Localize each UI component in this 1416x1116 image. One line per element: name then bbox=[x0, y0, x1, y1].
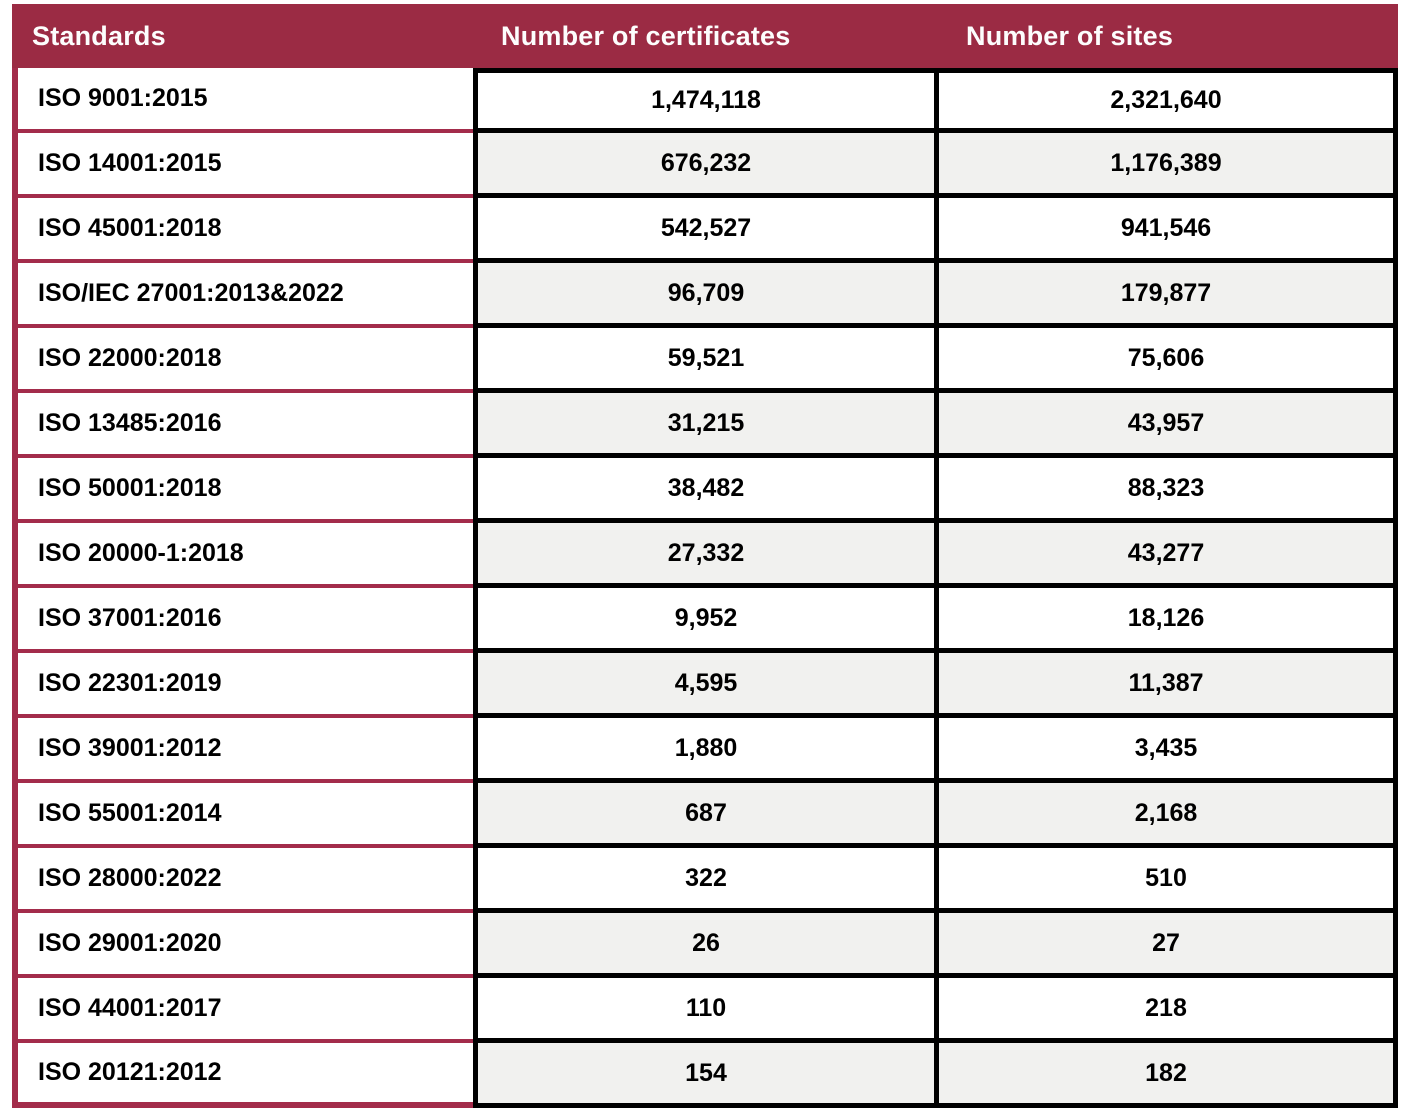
sites-cell: 218 bbox=[934, 978, 1398, 1043]
standard-cell: ISO 37001:2016 bbox=[12, 588, 473, 653]
certificates-cell: 1,474,118 bbox=[473, 68, 934, 133]
column-header-standards: Standards bbox=[12, 4, 473, 68]
certificates-cell: 4,595 bbox=[473, 653, 934, 718]
sites-cell: 11,387 bbox=[934, 653, 1398, 718]
standard-cell: ISO/IEC 27001:2013&2022 bbox=[12, 263, 473, 328]
iso-survey-table: Standards Number of certificates Number … bbox=[12, 4, 1398, 1108]
certificates-cell: 59,521 bbox=[473, 328, 934, 393]
certificates-cell: 542,527 bbox=[473, 198, 934, 263]
standard-cell: ISO 55001:2014 bbox=[12, 783, 473, 848]
standard-cell: ISO 14001:2015 bbox=[12, 133, 473, 198]
standard-cell: ISO 29001:2020 bbox=[12, 913, 473, 978]
standard-cell: ISO 22301:2019 bbox=[12, 653, 473, 718]
certificates-cell: 26 bbox=[473, 913, 934, 978]
standard-cell: ISO 20121:2012 bbox=[12, 1043, 473, 1108]
certificates-cell: 27,332 bbox=[473, 523, 934, 588]
standard-cell: ISO 45001:2018 bbox=[12, 198, 473, 263]
sites-cell: 18,126 bbox=[934, 588, 1398, 653]
standard-cell: ISO 44001:2017 bbox=[12, 978, 473, 1043]
certificates-cell: 322 bbox=[473, 848, 934, 913]
certificates-cell: 687 bbox=[473, 783, 934, 848]
certificates-cell: 96,709 bbox=[473, 263, 934, 328]
column-header-certificates: Number of certificates bbox=[473, 4, 934, 68]
sites-cell: 510 bbox=[934, 848, 1398, 913]
standard-cell: ISO 28000:2022 bbox=[12, 848, 473, 913]
standard-cell: ISO 22000:2018 bbox=[12, 328, 473, 393]
sites-cell: 179,877 bbox=[934, 263, 1398, 328]
sites-cell: 27 bbox=[934, 913, 1398, 978]
standard-cell: ISO 13485:2016 bbox=[12, 393, 473, 458]
standard-cell: ISO 9001:2015 bbox=[12, 68, 473, 133]
sites-cell: 43,277 bbox=[934, 523, 1398, 588]
sites-cell: 1,176,389 bbox=[934, 133, 1398, 198]
certificates-cell: 38,482 bbox=[473, 458, 934, 523]
standard-cell: ISO 20000-1:2018 bbox=[12, 523, 473, 588]
certificates-cell: 676,232 bbox=[473, 133, 934, 198]
standard-cell: ISO 50001:2018 bbox=[12, 458, 473, 523]
sites-cell: 75,606 bbox=[934, 328, 1398, 393]
sites-cell: 2,321,640 bbox=[934, 68, 1398, 133]
standard-cell: ISO 39001:2012 bbox=[12, 718, 473, 783]
certificates-cell: 1,880 bbox=[473, 718, 934, 783]
sites-cell: 182 bbox=[934, 1043, 1398, 1108]
certificates-cell: 110 bbox=[473, 978, 934, 1043]
sites-cell: 2,168 bbox=[934, 783, 1398, 848]
certificates-cell: 9,952 bbox=[473, 588, 934, 653]
sites-cell: 3,435 bbox=[934, 718, 1398, 783]
sites-cell: 43,957 bbox=[934, 393, 1398, 458]
column-header-sites: Number of sites bbox=[934, 4, 1398, 68]
certificates-cell: 31,215 bbox=[473, 393, 934, 458]
sites-cell: 88,323 bbox=[934, 458, 1398, 523]
sites-cell: 941,546 bbox=[934, 198, 1398, 263]
certificates-cell: 154 bbox=[473, 1043, 934, 1108]
